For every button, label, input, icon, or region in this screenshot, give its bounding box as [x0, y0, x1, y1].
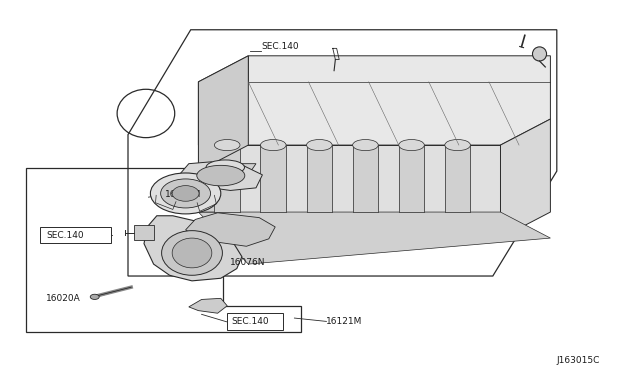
Ellipse shape [90, 294, 99, 299]
Polygon shape [179, 162, 262, 190]
Ellipse shape [206, 160, 244, 175]
Polygon shape [445, 145, 470, 212]
Polygon shape [186, 213, 275, 246]
Bar [40, 227, 111, 243]
Polygon shape [214, 145, 240, 212]
Polygon shape [198, 145, 500, 212]
Text: SEC.140: SEC.140 [232, 317, 269, 326]
Polygon shape [198, 56, 248, 171]
Ellipse shape [150, 173, 221, 214]
Ellipse shape [260, 140, 286, 151]
Text: SEC.140: SEC.140 [261, 42, 299, 51]
Ellipse shape [197, 166, 244, 186]
Ellipse shape [172, 186, 199, 201]
Ellipse shape [445, 140, 470, 151]
Polygon shape [134, 225, 154, 240]
Polygon shape [500, 119, 550, 238]
Ellipse shape [161, 179, 211, 208]
Ellipse shape [161, 231, 223, 275]
Polygon shape [198, 212, 550, 264]
Bar [227, 313, 283, 330]
Text: J163015C: J163015C [557, 356, 600, 365]
Text: SEC.140: SEC.140 [46, 231, 84, 240]
Text: 16121M: 16121M [326, 317, 363, 326]
Polygon shape [198, 164, 256, 212]
Polygon shape [399, 145, 424, 212]
Polygon shape [307, 145, 332, 212]
Text: 16020A: 16020A [46, 294, 81, 303]
Ellipse shape [172, 238, 212, 268]
Ellipse shape [532, 47, 547, 61]
Ellipse shape [353, 140, 378, 151]
Polygon shape [144, 216, 242, 281]
Polygon shape [198, 56, 550, 145]
Text: 16298M: 16298M [165, 190, 202, 199]
Ellipse shape [214, 140, 240, 151]
Polygon shape [189, 298, 227, 313]
Ellipse shape [399, 140, 424, 151]
Ellipse shape [307, 140, 332, 151]
Text: 16076N: 16076N [230, 258, 266, 267]
Polygon shape [260, 145, 286, 212]
Polygon shape [353, 145, 378, 212]
